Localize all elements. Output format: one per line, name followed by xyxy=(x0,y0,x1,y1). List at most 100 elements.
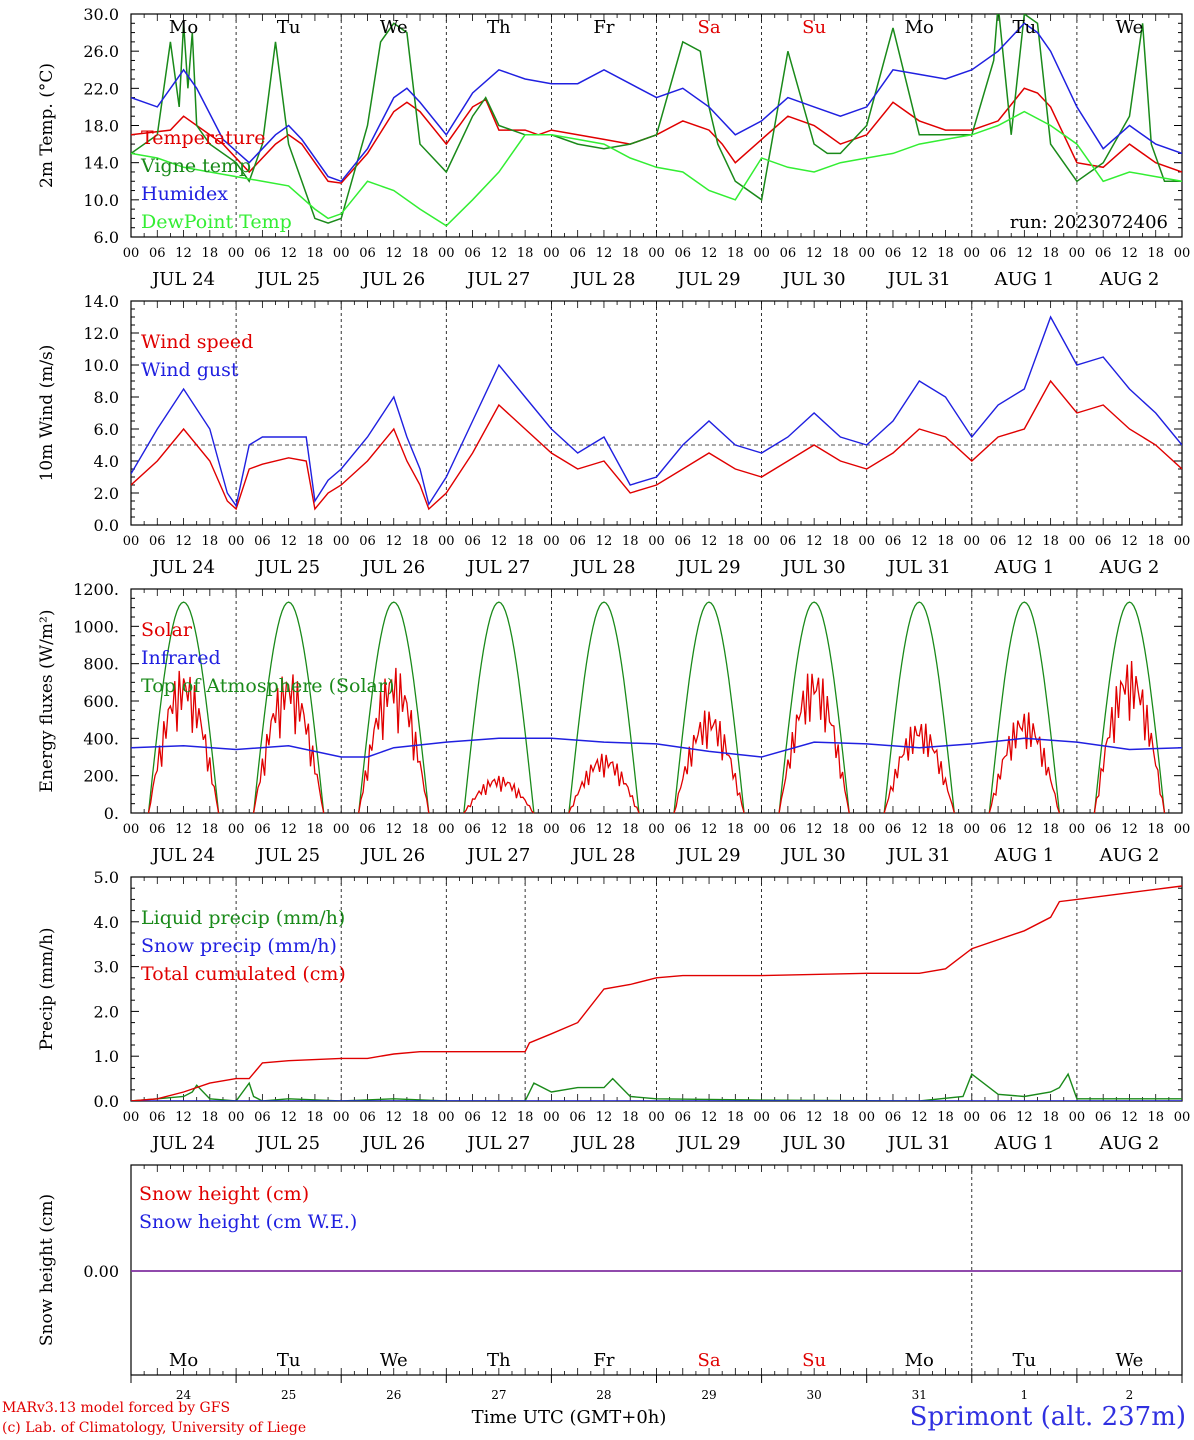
hour-label: 00 xyxy=(964,1110,981,1125)
hour-label: 00 xyxy=(1174,1110,1191,1125)
hour-label: 06 xyxy=(1095,822,1112,837)
hour-label: 18 xyxy=(727,534,744,549)
hour-label: 12 xyxy=(911,822,928,837)
hour-label: 00 xyxy=(648,246,665,261)
date-label: JUL 28 xyxy=(570,557,635,578)
series-wind-gust xyxy=(131,315,1182,508)
day-name: Tu xyxy=(1013,17,1037,38)
solar-curve xyxy=(252,674,325,814)
date-label: JUL 30 xyxy=(781,845,846,866)
y-tick-label: 8.0 xyxy=(94,388,119,407)
hour-label: 18 xyxy=(727,822,744,837)
hour-label: 12 xyxy=(806,822,823,837)
hour-label: 18 xyxy=(937,822,954,837)
date-label: AUG 2 xyxy=(1099,845,1160,866)
legend-entry: Wind speed xyxy=(141,331,253,353)
hour-label: 00 xyxy=(1069,822,1086,837)
hour-label: 00 xyxy=(543,822,560,837)
hour-label: 06 xyxy=(990,822,1007,837)
day-name: Mo xyxy=(169,17,198,38)
hour-label: 12 xyxy=(175,534,192,549)
y-tick-label: 6.0 xyxy=(94,228,119,247)
hour-label: 06 xyxy=(359,246,376,261)
hour-label: 06 xyxy=(1095,1110,1112,1125)
y-tick-label: 1000. xyxy=(73,617,119,636)
toa-solar-curve xyxy=(358,601,430,814)
hour-label: 12 xyxy=(701,1110,718,1125)
hour-label: 06 xyxy=(569,246,586,261)
series-total-cumulated-cm- xyxy=(131,885,1182,1101)
y-tick-label: 0.0 xyxy=(94,516,119,535)
hour-label: 06 xyxy=(149,822,166,837)
hour-label: 00 xyxy=(228,246,245,261)
hour-label: 00 xyxy=(858,1110,875,1125)
hour-label: 06 xyxy=(254,822,271,837)
hour-label: 00 xyxy=(858,534,875,549)
hour-label: 18 xyxy=(1147,534,1164,549)
hour-label: 06 xyxy=(675,534,692,549)
date-label: AUG 1 xyxy=(993,269,1054,290)
day-name: Mo xyxy=(905,17,934,38)
hour-label: 18 xyxy=(832,822,849,837)
hour-label: 00 xyxy=(333,1110,350,1125)
day-number: 29 xyxy=(701,1388,716,1402)
date-label: JUL 31 xyxy=(886,845,951,866)
y-tick-label: 800. xyxy=(83,655,119,674)
day-name: Mo xyxy=(169,1350,198,1371)
hour-label: 00 xyxy=(1069,1110,1086,1125)
solar-curve xyxy=(673,710,745,814)
y-tick-label: 4.0 xyxy=(94,913,119,932)
series-wind-speed xyxy=(131,379,1182,511)
hour-label: 18 xyxy=(1042,822,1059,837)
y-tick-label: 2.0 xyxy=(94,484,119,503)
hour-label: 12 xyxy=(491,822,508,837)
hour-label: 12 xyxy=(280,1110,297,1125)
hour-label: 06 xyxy=(990,246,1007,261)
hour-label: 06 xyxy=(780,822,797,837)
hour-label: 18 xyxy=(1147,246,1164,261)
date-label: JUL 28 xyxy=(570,845,635,866)
day-number: 26 xyxy=(386,1388,401,1402)
day-name: Tu xyxy=(1013,1350,1037,1371)
date-label: JUL 25 xyxy=(255,845,320,866)
hour-label: 06 xyxy=(464,246,481,261)
hour-label: 06 xyxy=(359,822,376,837)
hour-label: 00 xyxy=(1174,246,1191,261)
y-tick-label: 0.00 xyxy=(83,1262,119,1281)
hour-label: 18 xyxy=(832,1110,849,1125)
legend-entry: Infrared xyxy=(141,647,221,669)
hour-label: 12 xyxy=(701,822,718,837)
date-label: JUL 31 xyxy=(886,557,951,578)
hour-label: 00 xyxy=(123,1110,140,1125)
day-number: 1 xyxy=(1021,1388,1029,1402)
hour-label: 00 xyxy=(228,1110,245,1125)
y-tick-label: 2.0 xyxy=(94,1002,119,1021)
date-label: JUL 29 xyxy=(676,1133,741,1154)
hour-label: 12 xyxy=(1016,534,1033,549)
y-tick-label: 0.0 xyxy=(94,1092,119,1111)
day-number: 30 xyxy=(807,1388,822,1402)
run-label: run: 2023072406 xyxy=(1010,212,1168,233)
day-name: Tu xyxy=(277,1350,301,1371)
hour-label: 12 xyxy=(911,534,928,549)
date-label: JUL 27 xyxy=(465,1133,530,1154)
day-name: Fr xyxy=(593,17,614,38)
legend-entry: Snow precip (mm/h) xyxy=(141,935,337,957)
hour-label: 12 xyxy=(175,246,192,261)
hour-label: 00 xyxy=(964,534,981,549)
hour-label: 12 xyxy=(596,246,613,261)
hour-label: 18 xyxy=(937,246,954,261)
toa-solar-curve xyxy=(883,601,955,814)
hour-label: 18 xyxy=(622,246,639,261)
hour-label: 06 xyxy=(569,822,586,837)
date-label: JUL 27 xyxy=(465,557,530,578)
day-name: Sa xyxy=(698,17,721,38)
hour-label: 12 xyxy=(491,534,508,549)
hour-label: 18 xyxy=(307,246,324,261)
hour-label: 00 xyxy=(753,534,770,549)
hour-label: 06 xyxy=(885,822,902,837)
date-label: AUG 1 xyxy=(993,557,1054,578)
date-label: JUL 26 xyxy=(360,557,425,578)
date-label: JUL 25 xyxy=(255,1133,320,1154)
hour-label: 12 xyxy=(911,246,928,261)
